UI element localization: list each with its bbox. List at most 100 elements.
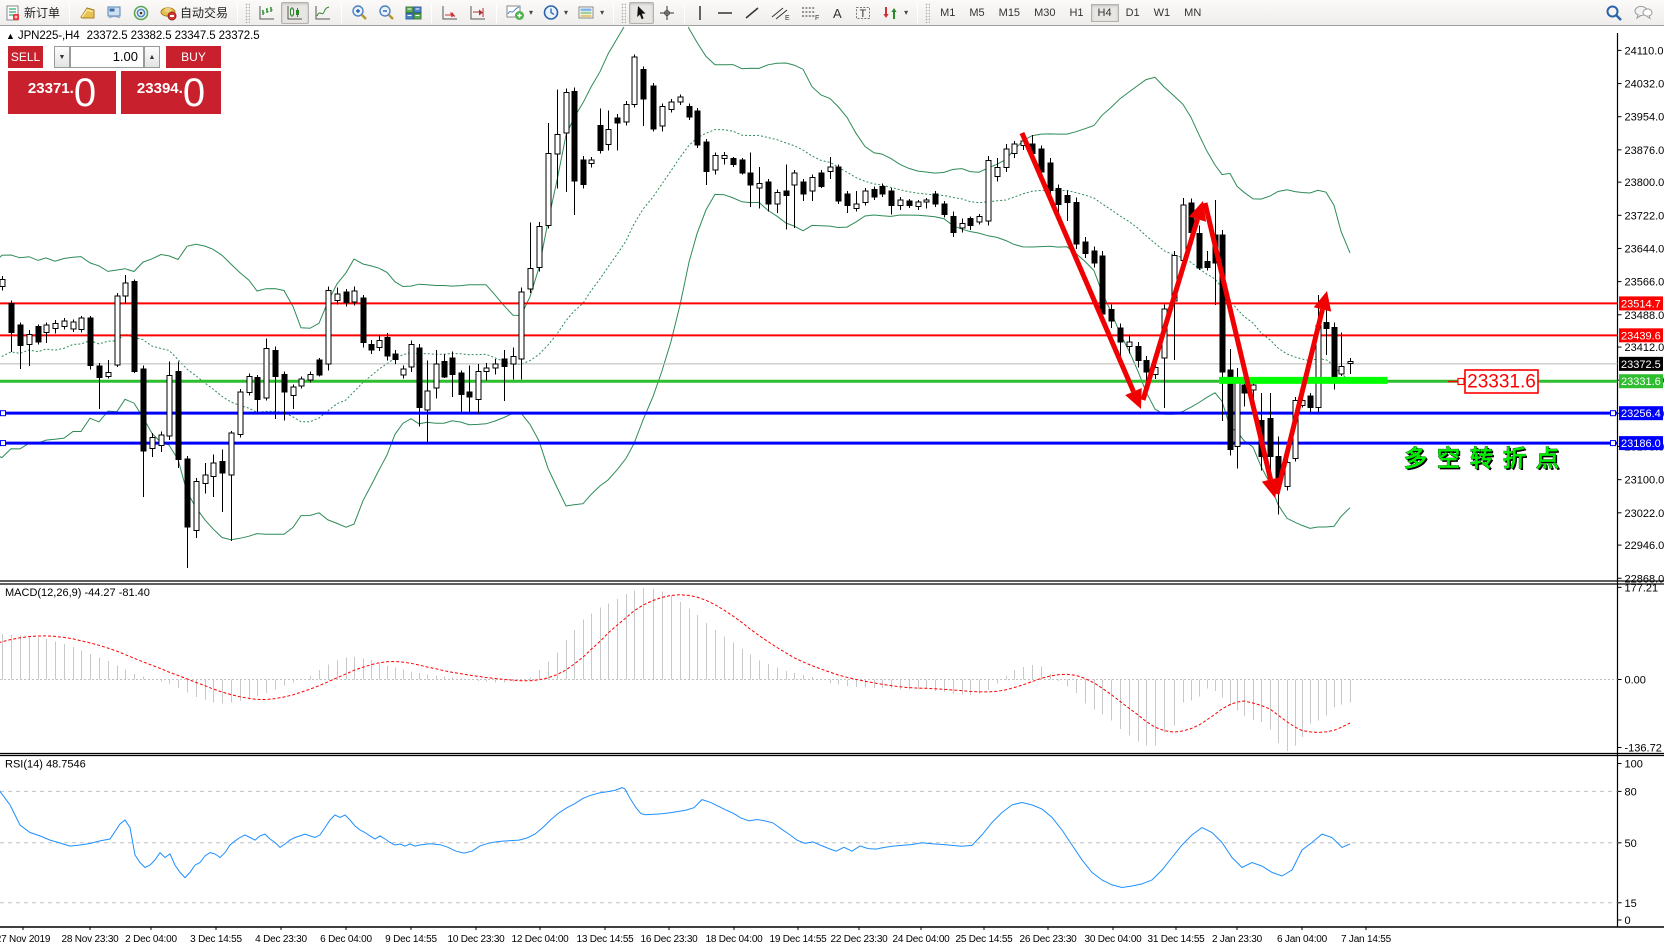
- candle-bearish: [1118, 328, 1123, 342]
- price-badge-label: 23186.0: [1621, 438, 1661, 450]
- line-chart-button[interactable]: [309, 2, 337, 24]
- candle-bullish: [335, 294, 340, 300]
- candle-bullish: [995, 167, 1000, 176]
- macd-axis-label: 177.21: [1625, 582, 1659, 594]
- text-label-button[interactable]: T: [850, 2, 877, 24]
- candle-bearish: [417, 348, 422, 407]
- sell-price-box[interactable]: 23371.0: [8, 71, 116, 114]
- navigator-button[interactable]: [101, 2, 128, 24]
- cursor-button[interactable]: [629, 2, 654, 24]
- zoom-in-icon: [351, 4, 368, 21]
- trend-arrow-head: [1314, 291, 1331, 312]
- candle-bearish: [97, 366, 102, 377]
- chart-shift-button[interactable]: [436, 2, 464, 24]
- arrows-button[interactable]: ▾: [877, 2, 913, 24]
- candle-bearish: [220, 461, 225, 473]
- timeframe-H4[interactable]: H4: [1091, 4, 1119, 22]
- separator: [431, 3, 432, 23]
- price-tick-label: 24032.0: [1625, 79, 1664, 91]
- volume-down-button[interactable]: ▼: [54, 46, 70, 68]
- timeframe-H1[interactable]: H1: [1062, 4, 1090, 22]
- buy-button[interactable]: BUY: [166, 46, 221, 68]
- text-button[interactable]: A: [826, 2, 850, 24]
- hline-handle[interactable]: [1611, 441, 1616, 446]
- hline-handle[interactable]: [1, 411, 6, 416]
- price-axis[interactable]: 24110.024032.023954.023876.023800.023722…: [1618, 45, 1664, 585]
- horizontal-line-button[interactable]: [711, 2, 739, 24]
- chart-canvas[interactable]: 24110.024032.023954.023876.023800.023722…: [0, 27, 1664, 946]
- timeframe-M5[interactable]: M5: [962, 4, 991, 22]
- crosshair-button[interactable]: [654, 2, 680, 24]
- candle-bearish: [1074, 202, 1079, 244]
- candle-bearish: [361, 298, 366, 342]
- timeframe-M15[interactable]: M15: [992, 4, 1027, 22]
- candle-bearish: [687, 107, 692, 117]
- candle-bearish: [467, 392, 472, 397]
- timeframe-MN[interactable]: MN: [1177, 4, 1208, 22]
- trend-line-button[interactable]: [739, 2, 766, 24]
- candle-bearish: [132, 282, 137, 372]
- candle-bearish: [731, 158, 736, 164]
- autotrade-button[interactable]: 自动交易: [154, 2, 233, 24]
- templates-button[interactable]: ▾: [573, 2, 609, 24]
- cn-annotation-text[interactable]: 多空转折点: [1404, 445, 1569, 471]
- equidistant-channel-button[interactable]: E: [766, 2, 796, 24]
- buy-price-box[interactable]: 23394.0: [121, 71, 221, 114]
- timeframe-M30[interactable]: M30: [1027, 4, 1062, 22]
- separator: [496, 3, 497, 23]
- price-badge-label: 23439.6: [1621, 330, 1661, 342]
- rsi-label: RSI(14) 48.7546: [5, 759, 86, 771]
- volume-input[interactable]: 1.00: [70, 46, 144, 68]
- price-badge-label: 23372.5: [1621, 359, 1661, 371]
- time-tick-label: 13 Dec 14:55: [576, 934, 634, 945]
- candle-bullish: [678, 97, 683, 102]
- periods-button[interactable]: ▾: [538, 2, 573, 24]
- candle-bullish: [792, 173, 797, 185]
- timeframe-D1[interactable]: D1: [1119, 4, 1147, 22]
- new-order-button[interactable]: 新订单: [0, 2, 65, 24]
- signals-button[interactable]: [128, 2, 154, 24]
- candle-bullish: [44, 325, 49, 333]
- open-value: 23372.5: [87, 30, 128, 42]
- candle-bullish: [123, 283, 128, 296]
- bar-chart-button[interactable]: [253, 2, 281, 24]
- tile-windows-button[interactable]: [400, 2, 427, 24]
- toolbar-grip[interactable]: [245, 3, 250, 23]
- horizontal-line-icon: [716, 5, 734, 21]
- rsi-line: [0, 788, 1350, 888]
- macd-label: MACD(12,26,9) -44.27 -81.40: [5, 587, 150, 599]
- svg-text:T: T: [860, 8, 867, 20]
- search-icon: [1605, 4, 1623, 22]
- candle-bearish: [968, 219, 973, 226]
- vertical-line-button[interactable]: [689, 2, 711, 24]
- hline-handle[interactable]: [1611, 411, 1616, 416]
- chat-button[interactable]: [1628, 2, 1658, 24]
- sell-button[interactable]: SELL: [8, 46, 43, 68]
- candle-bearish: [651, 86, 656, 129]
- trend-arrow[interactable]: [1143, 219, 1198, 400]
- auto-scroll-button[interactable]: [464, 2, 492, 24]
- candle-chart-button[interactable]: [281, 2, 309, 24]
- candle-bearish: [1056, 188, 1061, 204]
- timeframe-M1[interactable]: M1: [933, 4, 962, 22]
- toolbar-grip[interactable]: [925, 3, 930, 23]
- trend-arrow[interactable]: [1022, 133, 1133, 392]
- candle-bearish: [598, 126, 603, 151]
- candle-bearish: [1268, 418, 1273, 456]
- periods-icon: [543, 4, 560, 21]
- oneclick-collapse-icon[interactable]: ▲: [6, 31, 15, 41]
- time-tick-label: 3 Dec 14:55: [190, 934, 242, 945]
- timeframe-W1[interactable]: W1: [1147, 4, 1178, 22]
- search-button[interactable]: [1600, 2, 1628, 24]
- volume-up-button[interactable]: ▲: [144, 46, 160, 68]
- toolbar-grip[interactable]: [621, 3, 626, 23]
- zoom-in-button[interactable]: [346, 2, 373, 24]
- indicators-button[interactable]: ▾: [501, 2, 538, 24]
- text-label-icon: T: [855, 5, 872, 21]
- market-watch-button[interactable]: [74, 2, 101, 24]
- fibonacci-button[interactable]: F: [796, 2, 826, 24]
- zoom-out-button[interactable]: [373, 2, 400, 24]
- hline-handle[interactable]: [1, 441, 6, 446]
